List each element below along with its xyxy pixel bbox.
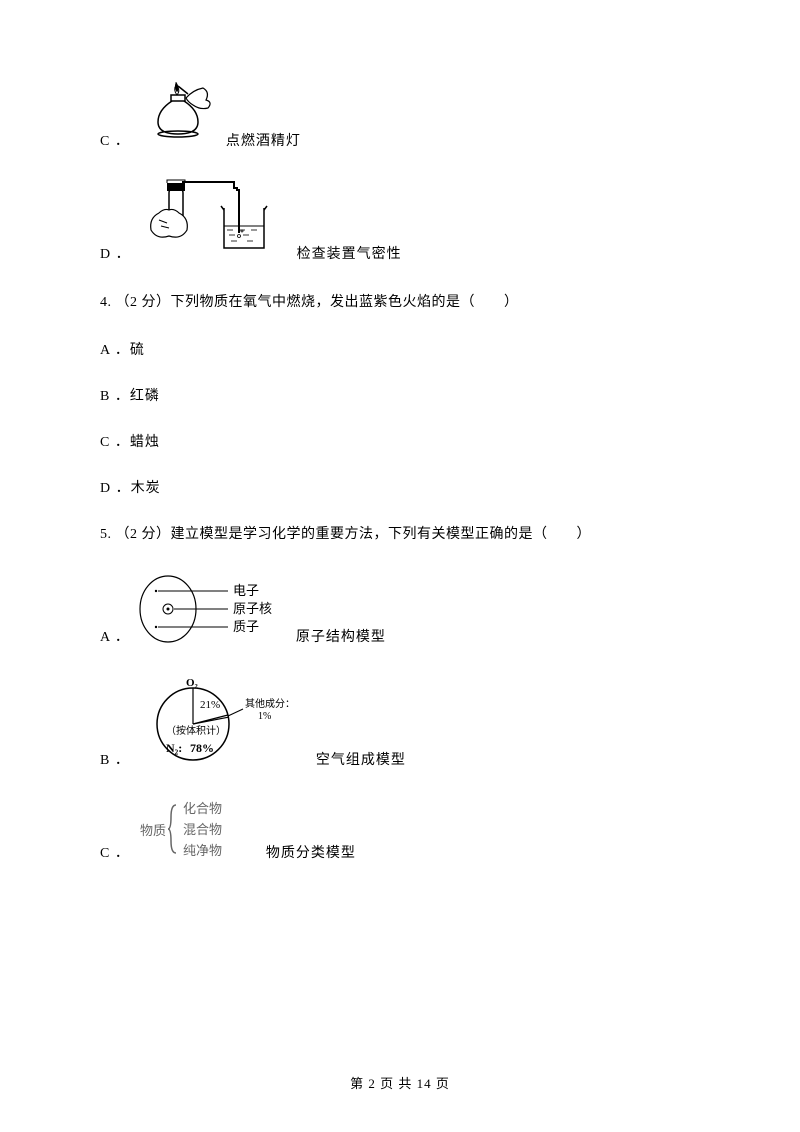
option-d-label: D ． bbox=[100, 243, 131, 263]
electron-label: 电子 bbox=[233, 583, 259, 598]
q5-option-c: C ． 物质 化合物 混合物 纯净物 物质分类模型 bbox=[100, 797, 700, 862]
q5c-text: 物质分类模型 bbox=[266, 842, 356, 862]
o2-pct: 21% bbox=[200, 699, 220, 711]
question-5-stem: 5. （2 分）建立模型是学习化学的重要方法，下列有关模型正确的是（ ） bbox=[100, 523, 700, 543]
other-pct: 1% bbox=[258, 711, 271, 722]
i2-label: 混合物 bbox=[183, 822, 222, 837]
air-composition-diagram: O₂ 21% 其他成分： 1% （按体积计） N₂: 78% bbox=[138, 674, 308, 769]
q5b-label: B ． bbox=[100, 749, 130, 769]
q5c-label: C ． bbox=[100, 842, 130, 862]
note-label: （按体积计） bbox=[166, 724, 226, 737]
option-d-previous: D ． bbox=[100, 178, 700, 263]
q5a-label: A ． bbox=[100, 626, 130, 646]
atom-structure-diagram: 电子 原子核 质子 bbox=[138, 571, 288, 646]
q4-option-c: C ．蜡烛 bbox=[100, 431, 700, 451]
root-label: 物质 bbox=[140, 823, 166, 838]
q5b-text: 空气组成模型 bbox=[316, 749, 406, 769]
q4-option-a: A ．硫 bbox=[100, 339, 700, 359]
option-c-label: C ． bbox=[100, 130, 130, 150]
option-d-text: 检查装置气密性 bbox=[297, 243, 402, 263]
question-4-stem: 4. （2 分）下列物质在氧气中燃烧，发出蓝紫色火焰的是（ ） bbox=[100, 291, 700, 311]
q4-option-d: D ．木炭 bbox=[100, 477, 700, 497]
q4-option-b: B ．红磷 bbox=[100, 385, 700, 405]
airtight-check-diagram bbox=[139, 178, 289, 263]
matter-classification-diagram: 物质 化合物 混合物 纯净物 bbox=[138, 797, 258, 862]
q5a-text: 原子结构模型 bbox=[296, 626, 386, 646]
option-c-text: 点燃酒精灯 bbox=[226, 130, 301, 150]
n2-label: N₂: bbox=[166, 741, 182, 755]
q5-option-a: A ． 电子 原子核 质子 原子结构模型 bbox=[100, 571, 700, 646]
q5-option-b: B ． O₂ 21% 其他成分： 1% （按体积计） N₂: 78% 空气组成模… bbox=[100, 674, 700, 769]
alcohol-lamp-diagram bbox=[138, 80, 218, 150]
i1-label: 化合物 bbox=[183, 801, 222, 816]
other-label: 其他成分： bbox=[245, 697, 295, 710]
n2-pct: 78% bbox=[190, 741, 214, 755]
proton-label: 质子 bbox=[233, 619, 259, 634]
i3-label: 纯净物 bbox=[183, 843, 222, 858]
page-footer: 第 2 页 共 14 页 bbox=[0, 1073, 800, 1092]
option-c-previous: C ． 点燃酒精灯 bbox=[100, 80, 700, 150]
o2-label: O₂ bbox=[186, 677, 199, 689]
nucleus-label: 原子核 bbox=[233, 601, 272, 616]
